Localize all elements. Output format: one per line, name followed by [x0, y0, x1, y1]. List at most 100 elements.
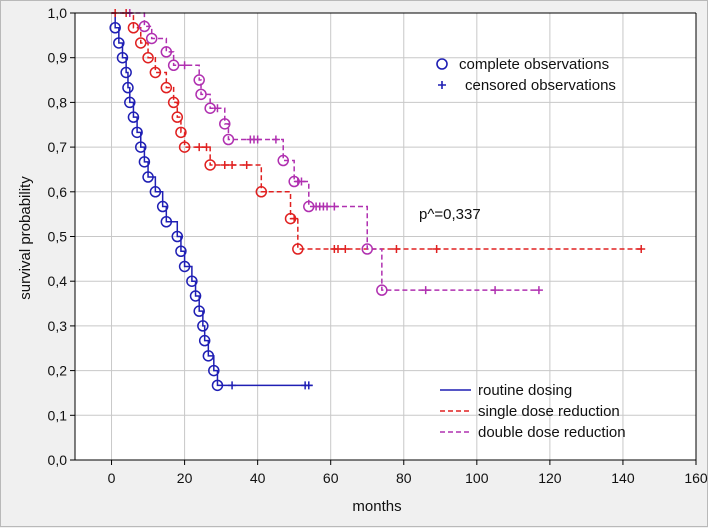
censor-marker-routine-dosing	[304, 381, 313, 390]
y-tick-label: 0,8	[48, 94, 68, 110]
censor-marker-single-dose-reduction	[220, 160, 229, 169]
event-marker-single-dose-reduction	[175, 126, 187, 139]
x-tick-label: 60	[323, 470, 339, 486]
event-marker-double-dose-reduction	[219, 118, 231, 130]
y-tick-label: 0,3	[48, 318, 68, 334]
p-value-annotation: p^=0,337	[419, 206, 481, 223]
event-marker-single-dose-reduction	[204, 159, 216, 171]
event-marker-double-dose-reduction	[195, 88, 207, 101]
event-marker-single-dose-reduction	[135, 37, 147, 49]
series-legend: routine dosing single dose reduction dou…	[440, 382, 626, 441]
event-marker-single-dose-reduction	[292, 243, 304, 255]
censor-marker-single-dose-reduction	[242, 160, 251, 169]
event-marker-routine-dosing	[197, 320, 209, 332]
event-marker-double-dose-reduction	[193, 74, 205, 86]
marker-legend: complete observations censored observati…	[436, 56, 616, 94]
y-tick-label: 0,1	[48, 407, 68, 423]
censor-marker-double-dose-reduction	[330, 202, 339, 211]
x-tick-label: 20	[177, 470, 193, 486]
event-marker-single-dose-reduction	[127, 22, 140, 34]
censor-marker-double-dose-reduction	[323, 202, 332, 211]
censor-marker-routine-dosing	[228, 381, 237, 390]
event-marker-routine-dosing	[171, 230, 184, 243]
event-marker-double-dose-reduction	[376, 284, 388, 296]
censor-marker-single-dose-reduction	[202, 143, 211, 152]
censor-marker-double-dose-reduction	[271, 135, 280, 144]
event-marker-routine-dosing	[120, 66, 132, 79]
y-axis-title: survival probability	[17, 176, 34, 300]
event-marker-routine-dosing	[211, 379, 224, 392]
x-tick-label: 80	[396, 470, 412, 486]
censor-marker-single-dose-reduction	[432, 245, 441, 254]
y-tick-label: 0,0	[48, 452, 68, 468]
y-tick-label: 1,0	[48, 5, 68, 21]
censor-marker-double-dose-reduction	[253, 135, 262, 144]
censor-marker-single-dose-reduction	[334, 245, 343, 254]
legend-censored-label: censored observations	[465, 77, 616, 94]
event-marker-single-dose-reduction	[255, 186, 268, 198]
legend-single-label: single dose reduction	[478, 403, 620, 420]
event-marker-routine-dosing	[186, 275, 198, 287]
censor-marker-single-dose-reduction	[637, 245, 646, 254]
event-marker-routine-dosing	[122, 81, 134, 94]
event-marker-single-dose-reduction	[178, 141, 191, 153]
x-tick-label: 100	[465, 470, 489, 486]
x-tick-label: 40	[250, 470, 266, 486]
event-marker-single-dose-reduction	[160, 81, 173, 94]
event-marker-single-dose-reduction	[167, 96, 180, 109]
censor-marker-double-dose-reduction	[180, 61, 189, 70]
x-tick-label: 120	[538, 470, 562, 486]
event-marker-routine-dosing	[142, 171, 154, 183]
event-marker-routine-dosing	[189, 290, 202, 302]
event-marker-routine-dosing	[113, 37, 125, 49]
x-axis-title: months	[352, 498, 401, 515]
legend-routine-label: routine dosing	[478, 382, 572, 399]
event-marker-double-dose-reduction	[277, 154, 289, 167]
censor-marker-single-dose-reduction	[392, 245, 401, 254]
markers-layer	[109, 9, 646, 392]
event-marker-routine-dosing	[178, 260, 191, 273]
y-tick-label: 0,2	[48, 363, 68, 379]
legend-plus-icon	[438, 81, 446, 89]
legend-complete-label: complete observations	[459, 56, 609, 73]
censor-marker-double-dose-reduction	[297, 177, 306, 186]
series-routine-dosing-line	[111, 12, 313, 387]
event-marker-routine-dosing	[149, 186, 162, 198]
event-marker-routine-dosing	[127, 111, 140, 123]
event-marker-single-dose-reduction	[171, 111, 184, 123]
event-marker-routine-dosing	[175, 245, 187, 258]
event-marker-routine-dosing	[135, 141, 147, 153]
y-ticks: 0,0 0,1 0,2 0,3 0,4 0,5 0,6 0,7 0,8 0,9 1,0	[48, 5, 75, 468]
event-marker-single-dose-reduction	[149, 66, 162, 79]
event-marker-routine-dosing	[138, 156, 151, 168]
legend-double-label: double dose reduction	[478, 424, 626, 441]
x-ticks: 0 20 40 60 80 100 120 140 160	[108, 460, 708, 486]
y-tick-label: 0,5	[48, 229, 68, 245]
event-marker-routine-dosing	[193, 305, 205, 317]
x-tick-label: 0	[108, 470, 116, 486]
event-marker-single-dose-reduction	[142, 51, 154, 64]
event-marker-double-dose-reduction	[222, 133, 235, 146]
event-marker-routine-dosing	[116, 51, 129, 64]
censor-marker-single-dose-reduction	[290, 214, 299, 223]
y-tick-label: 0,9	[48, 50, 68, 66]
event-marker-routine-dosing	[124, 96, 136, 109]
y-tick-label: 0,4	[48, 273, 68, 289]
event-marker-routine-dosing	[198, 334, 211, 347]
event-marker-double-dose-reduction	[145, 32, 158, 45]
y-tick-label: 0,6	[48, 184, 68, 200]
event-marker-routine-dosing	[208, 364, 220, 377]
event-marker-routine-dosing	[156, 200, 169, 213]
event-marker-double-dose-reduction	[160, 46, 173, 58]
event-marker-double-dose-reduction	[361, 243, 373, 255]
censor-marker-single-dose-reduction	[341, 245, 350, 254]
x-tick-label: 160	[684, 470, 708, 486]
event-marker-double-dose-reduction	[138, 20, 151, 33]
event-marker-routine-dosing	[202, 350, 215, 362]
censor-marker-double-dose-reduction	[491, 286, 500, 295]
censor-marker-single-dose-reduction	[228, 160, 237, 169]
censor-marker-double-dose-reduction	[213, 104, 222, 113]
censor-marker-single-dose-reduction	[195, 143, 204, 152]
